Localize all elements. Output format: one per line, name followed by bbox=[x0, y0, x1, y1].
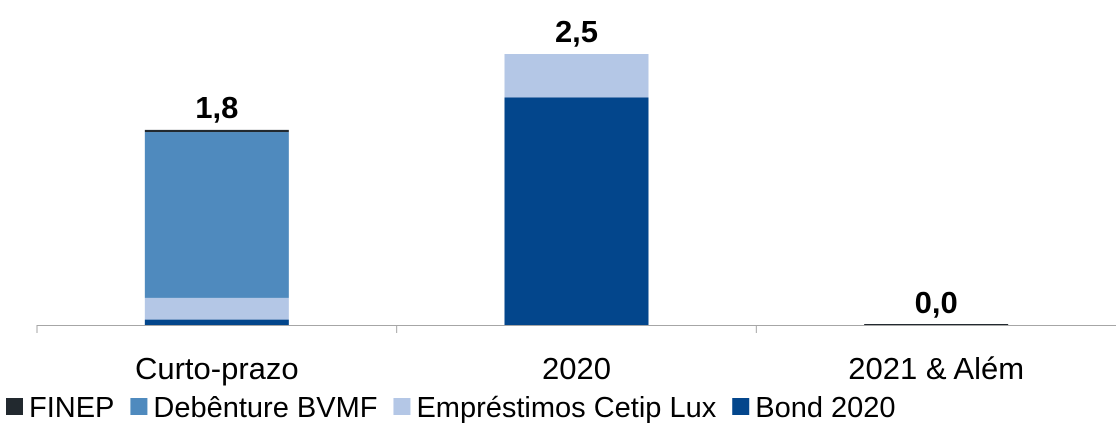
legend-item: Debênture BVMF bbox=[130, 392, 377, 424]
legend-swatch bbox=[130, 398, 148, 415]
legend-item: Bond 2020 bbox=[732, 392, 896, 424]
total-labels-layer: 1,8 2,5 0,0 bbox=[195, 14, 957, 320]
bar-segment bbox=[144, 129, 289, 133]
x-axis: Curto-prazo 2020 2021 & Além bbox=[36, 325, 1116, 386]
x-tick-label: Curto-prazo bbox=[135, 351, 299, 386]
x-tick-label: 2021 & Além bbox=[848, 351, 1024, 386]
legend-swatch bbox=[6, 398, 23, 415]
legend-item: Empréstimos Cetip Lux bbox=[393, 392, 717, 424]
legend: FINEP Debênture BVMF Empréstimos Cetip Lux… bbox=[6, 392, 896, 424]
bar-total-label: 0,0 bbox=[915, 285, 958, 320]
x-tick-label: 2020 bbox=[542, 351, 611, 386]
legend-label: Bond 2020 bbox=[755, 392, 895, 424]
legend-label: Empréstimos Cetip Lux bbox=[416, 392, 716, 424]
legend-item: FINEP bbox=[6, 392, 114, 424]
bar-segment bbox=[504, 54, 649, 98]
bar-segment bbox=[144, 132, 289, 298]
bar-total-label: 1,8 bbox=[195, 90, 238, 125]
bar-segment bbox=[144, 297, 289, 320]
legend-label: FINEP bbox=[29, 392, 114, 424]
bar-segment bbox=[144, 319, 289, 325]
bars-layer bbox=[144, 54, 1009, 326]
legend-swatch bbox=[732, 398, 750, 415]
bar-segment bbox=[504, 97, 649, 325]
legend-swatch bbox=[393, 398, 411, 415]
bar-total-label: 2,5 bbox=[555, 14, 598, 49]
legend-label: Debênture BVMF bbox=[153, 392, 377, 424]
